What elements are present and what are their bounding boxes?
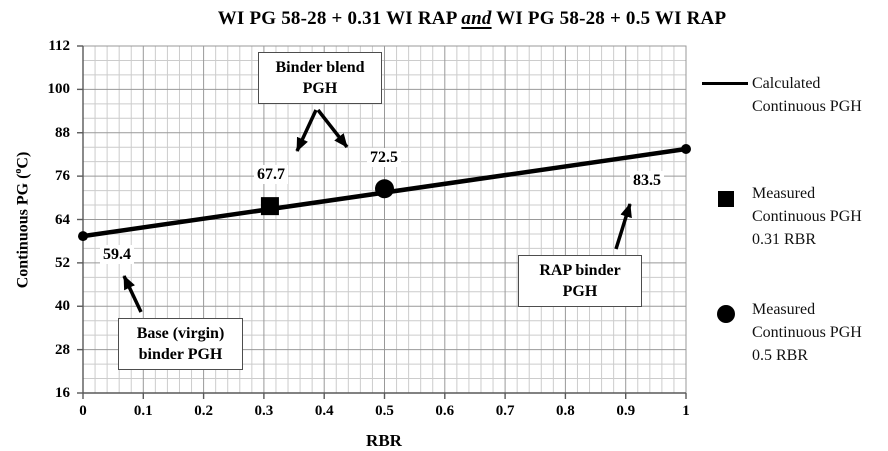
y-axis-title: Continuous PG (oC) (13, 119, 35, 321)
line-endpoint-dot (681, 144, 691, 155)
arrow-to-circle-point (316, 108, 349, 149)
arrow-to-rap-endpoint (614, 203, 632, 250)
axes (77, 45, 687, 399)
measured-circle-marker (375, 179, 394, 199)
legend-label: Measured Continuous PGH 0.31 RBR (752, 182, 862, 251)
legend-label-line: 0.5 RBR (752, 347, 809, 364)
legend-label-line: Continuous PGH (752, 208, 862, 225)
chart-title: WI PG 58-28 + 0.31 WI RAP and WI PG 58-2… (0, 8, 888, 30)
legend-label-line: Calculated (752, 75, 821, 92)
legend-label-line: Measured (752, 185, 816, 202)
legend-item-measured-031: Measured Continuous PGH 0.31 RBR (700, 182, 862, 251)
y-axis-title-suffix: C) (14, 151, 32, 169)
annotation-binder-blend-line1: Binder blend (275, 59, 365, 76)
chart-title-and: and (461, 8, 492, 29)
line-sample-icon (702, 82, 748, 85)
y-axis-title-sup: o (13, 168, 24, 174)
square-marker-icon (718, 191, 734, 207)
x-axis-title: RBR (366, 431, 402, 450)
annotation-base-virgin-line1: Base (virgin) (136, 325, 225, 342)
annotation-arrows (122, 108, 632, 313)
point-label-72-5: 72.5 (367, 148, 401, 167)
legend-glyph-cell (700, 298, 752, 367)
legend-label: Measured Continuous PGH 0.5 RBR (752, 298, 862, 367)
legend-label-line: Continuous PGH (752, 98, 862, 115)
annotation-binder-blend: Binder blend PGH (258, 52, 382, 104)
annotation-rap-binder: RAP binder PGH (518, 255, 642, 307)
legend-item-measured-05: Measured Continuous PGH 0.5 RBR (700, 298, 862, 367)
legend-label-line: Measured (752, 301, 816, 318)
annotation-base-virgin: Base (virgin) binder PGH (118, 318, 243, 370)
legend-label: Calculated Continuous PGH (752, 72, 862, 118)
legend-glyph-cell (700, 72, 752, 118)
legend-glyph-cell (700, 182, 752, 251)
legend-item-calculated: Calculated Continuous PGH (700, 72, 862, 118)
annotation-rap-binder-line1: RAP binder (539, 262, 621, 279)
chart-title-suffix: WI PG 58-28 + 0.5 WI RAP (491, 8, 727, 29)
arrow-to-base-endpoint (122, 275, 143, 313)
annotation-rap-binder-line2: PGH (562, 283, 598, 300)
circle-marker-icon (717, 305, 735, 323)
legend: Calculated Continuous PGH Measured Conti… (700, 0, 888, 451)
point-label-83-5: 83.5 (630, 171, 664, 190)
arrow-to-square-point (295, 109, 318, 152)
point-label-67-7: 67.7 (254, 165, 288, 184)
annotation-base-virgin-line2: binder PGH (138, 346, 223, 363)
line-endpoint-dot (78, 231, 88, 242)
point-label-59-4: 59.4 (100, 245, 134, 264)
annotation-binder-blend-line2: PGH (302, 80, 338, 97)
legend-label-line: 0.31 RBR (752, 231, 817, 248)
measured-square-marker (260, 197, 279, 216)
legend-label-line: Continuous PGH (752, 324, 862, 341)
y-axis-title-prefix: Continuous PG ( (14, 173, 32, 289)
chart-title-prefix: WI PG 58-28 + 0.31 WI RAP (217, 8, 462, 29)
data-series (78, 144, 691, 242)
